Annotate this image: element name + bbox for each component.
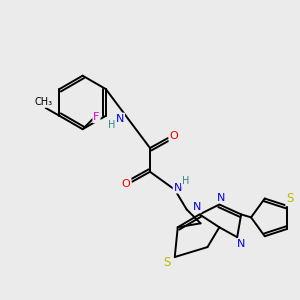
Text: O: O: [169, 131, 178, 141]
Text: N: N: [116, 113, 124, 124]
Text: N: N: [174, 183, 182, 193]
Text: N: N: [237, 239, 245, 249]
Text: H: H: [108, 121, 116, 130]
Text: O: O: [122, 179, 130, 189]
Text: N: N: [192, 202, 201, 212]
Text: S: S: [286, 192, 294, 205]
Text: N: N: [217, 193, 226, 202]
Text: CH₃: CH₃: [34, 97, 53, 107]
Text: S: S: [163, 256, 170, 269]
Text: F: F: [93, 112, 100, 122]
Text: H: H: [182, 176, 189, 186]
